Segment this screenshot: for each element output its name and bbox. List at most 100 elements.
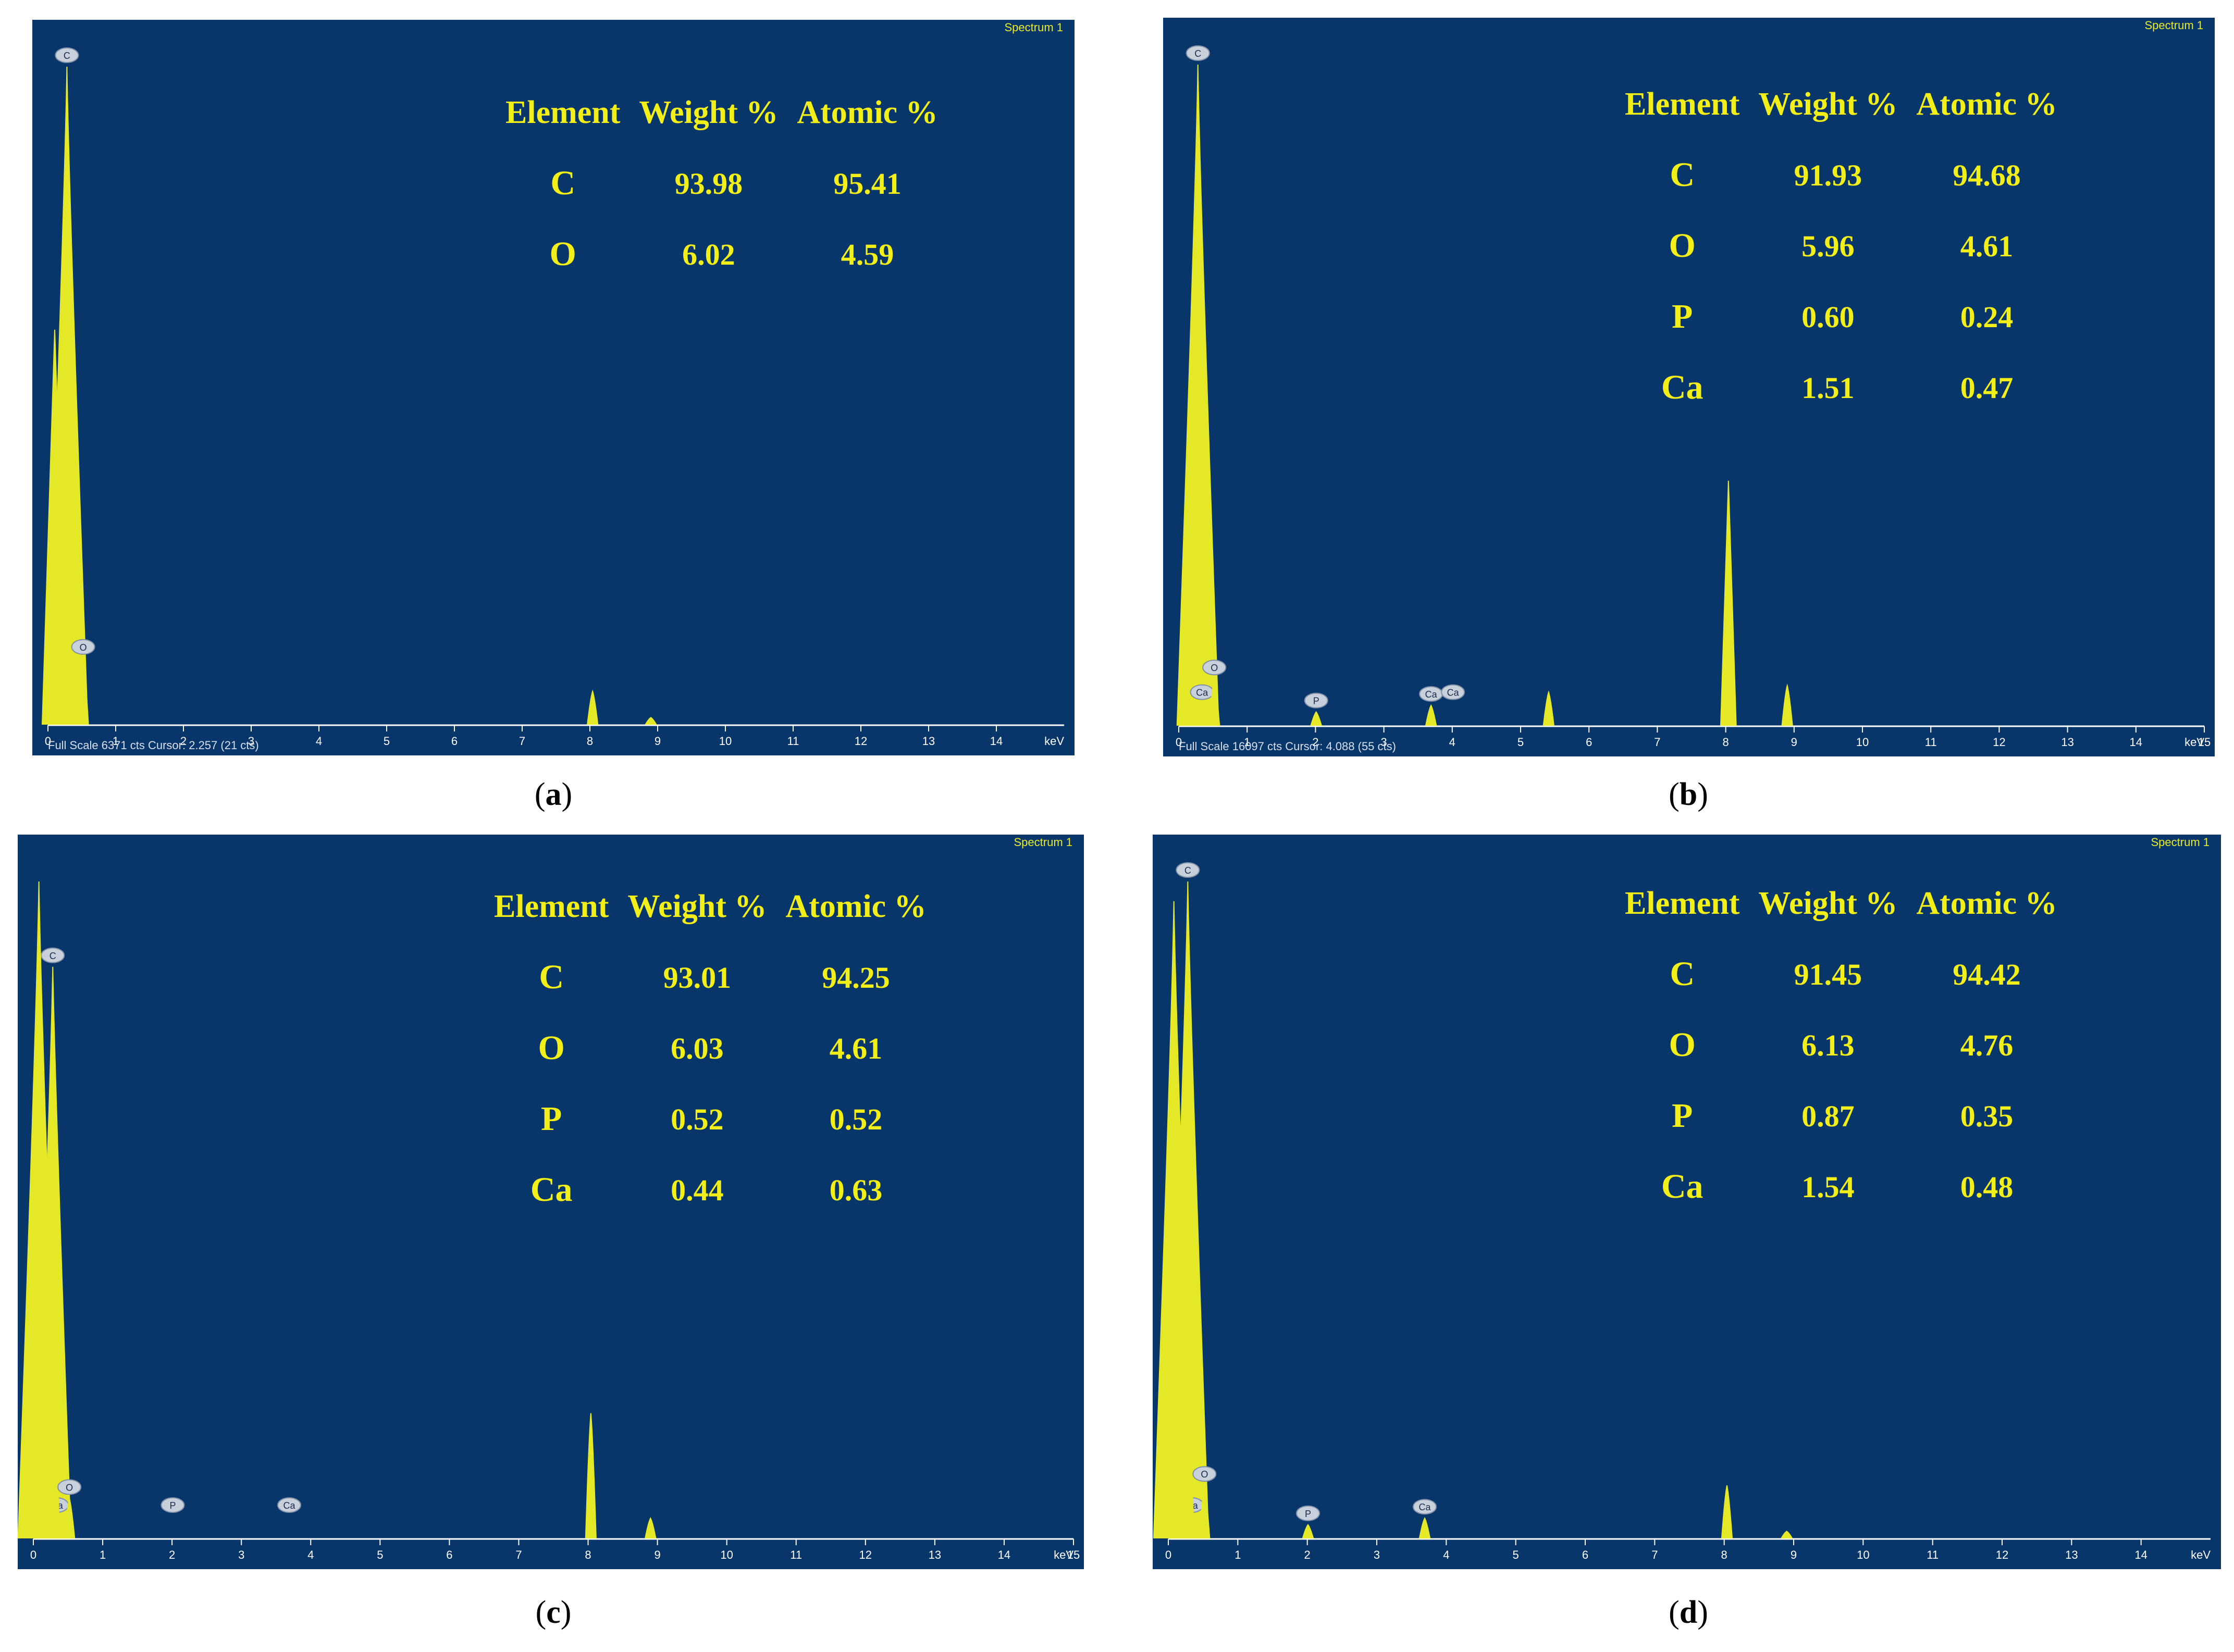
weight-cell: 93.01 <box>663 960 732 995</box>
peak-label-badge <box>57 1479 82 1495</box>
element-cell: P <box>1672 297 1693 336</box>
column-header: Element <box>505 94 621 130</box>
spectrum-label: Spectrum 1 <box>2144 19 2204 32</box>
spectrum-peak <box>1302 1524 1314 1538</box>
spectrum-peak <box>1781 683 1793 726</box>
spectrum-peak <box>77 658 89 725</box>
x-tick-label: 15 <box>1067 1548 1080 1561</box>
x-tick-label: 7 <box>519 735 525 748</box>
element-cell: O <box>549 235 576 273</box>
x-tick-label: 15 <box>2198 736 2211 749</box>
x-tick-label: 1 <box>113 735 119 748</box>
weight-cell: 0.87 <box>1801 1099 1855 1133</box>
x-tick-label: 8 <box>587 735 593 748</box>
x-tick-label: 4 <box>1449 736 1455 749</box>
peak-label: O <box>66 1482 73 1493</box>
column-header: Weight % <box>639 94 779 130</box>
x-unit-label: keV <box>2191 1548 2211 1561</box>
peak-label: O <box>80 642 87 653</box>
x-tick-label: 0 <box>1165 1548 1171 1561</box>
x-tick-label: 14 <box>998 1548 1010 1561</box>
x-tick-label: 13 <box>2061 736 2073 749</box>
composition-table-a: Element Weight % Atomic % C 93.98 95.41 … <box>496 77 947 290</box>
x-tick-label: 9 <box>1791 1548 1797 1561</box>
weight-cell: 91.45 <box>1794 957 1862 991</box>
column-header: Atomic % <box>1916 86 2057 122</box>
peak-label: C <box>1184 865 1191 876</box>
spectrum-panel-d: Spectrum 1 01234567891011121314keVCCaOPC… <box>1153 835 2221 1569</box>
peak-label-badge <box>161 1497 185 1513</box>
weight-cell: 93.98 <box>674 166 743 201</box>
weight-cell: 5.96 <box>1801 229 1855 263</box>
peak-label: O <box>1211 663 1218 673</box>
column-header: Atomic % <box>797 94 938 130</box>
peak-label: C <box>64 51 70 61</box>
atomic-cell: 95.41 <box>833 166 902 201</box>
column-header: Atomic % <box>1916 885 2057 921</box>
x-tick-label: 11 <box>1927 1548 1939 1561</box>
element-cell: C <box>550 164 576 202</box>
x-tick-label: 0 <box>1176 736 1182 749</box>
x-tick-label: 9 <box>654 1548 660 1561</box>
x-tick-label: 12 <box>859 1548 872 1561</box>
x-tick-label: 10 <box>1856 736 1869 749</box>
element-cell: P <box>541 1100 562 1138</box>
x-tick-label: 12 <box>1996 1548 2008 1561</box>
spectrum-panel-c: Spectrum 1 0123456789101112131415keVCCaO… <box>18 835 1084 1569</box>
spectrum-peak <box>585 1413 597 1538</box>
x-tick-label: 5 <box>1517 736 1524 749</box>
peak-label-badge <box>1176 862 1200 878</box>
table-row: Ca 1.54 0.48 <box>1615 1151 2067 1222</box>
x-tick-label: 6 <box>446 1548 452 1561</box>
peak-label: C <box>50 951 56 961</box>
element-cell: O <box>538 1029 565 1067</box>
column-header: Element <box>1625 86 1740 122</box>
table-row: O 6.13 4.76 <box>1615 1010 2067 1080</box>
table-row: C 93.01 94.25 <box>485 942 936 1013</box>
weight-cell: 6.03 <box>671 1031 724 1065</box>
atomic-cell: 94.42 <box>1953 957 2021 991</box>
x-unit-label: keV <box>1054 1548 1073 1561</box>
spectrum-panel-b: Spectrum 1 0 1 2 3 4 5 6 7 8 9 10 11 12 13 14 15 keV C Ca O… <box>1163 18 2215 756</box>
x-tick-label: 7 <box>1654 736 1660 749</box>
peak-label: P <box>169 1500 176 1511</box>
spectrum-peak <box>1176 64 1219 726</box>
spectrum-peak <box>1153 901 1195 1538</box>
x-tick-label: 6 <box>1582 1548 1588 1561</box>
x-unit-label: keV <box>1044 735 1064 748</box>
weight-cell: 0.60 <box>1801 300 1855 334</box>
peak-label: C <box>1194 48 1201 59</box>
x-tick-label: 2 <box>1312 736 1318 749</box>
x-tick-label: 1 <box>1244 736 1250 749</box>
peak-label-badge <box>1304 692 1328 709</box>
element-cell: C <box>1670 955 1695 993</box>
x-tick-label: 13 <box>922 735 935 748</box>
x-tick-label: 8 <box>585 1548 591 1561</box>
atomic-cell: 0.35 <box>1960 1099 2014 1133</box>
x-tick-label: 9 <box>655 735 661 748</box>
x-tick-label: 14 <box>2130 736 2142 749</box>
atomic-cell: 94.68 <box>1953 158 2021 192</box>
peak-label: Ca <box>1425 689 1438 700</box>
spectrum-peak <box>1310 711 1323 726</box>
x-tick-label: 14 <box>2134 1548 2147 1561</box>
table-row: O 6.03 4.61 <box>485 1013 936 1084</box>
weight-cell: 91.93 <box>1794 158 1862 192</box>
x-tick-label: 14 <box>990 735 1003 748</box>
spectrum-peak <box>1178 546 1191 726</box>
x-tick-label: 1 <box>100 1548 106 1561</box>
column-header: Atomic % <box>785 888 927 924</box>
spectrum-peak <box>1418 1517 1431 1538</box>
element-cell: P <box>1672 1097 1693 1135</box>
spectrum-peak <box>1720 480 1737 726</box>
weight-cell: 6.13 <box>1801 1028 1855 1062</box>
element-cell: C <box>539 958 564 996</box>
spectrum-chart-d: 01234567891011121314keVCCaOPCa <box>1153 862 2211 1561</box>
x-tick-label: 2 <box>169 1548 175 1561</box>
atomic-cell: 4.61 <box>829 1031 883 1065</box>
spectrum-peak <box>41 329 68 725</box>
atomic-cell: 0.52 <box>829 1102 883 1136</box>
peak-label-badge <box>1192 1466 1217 1482</box>
element-cell: Ca <box>530 1171 573 1209</box>
